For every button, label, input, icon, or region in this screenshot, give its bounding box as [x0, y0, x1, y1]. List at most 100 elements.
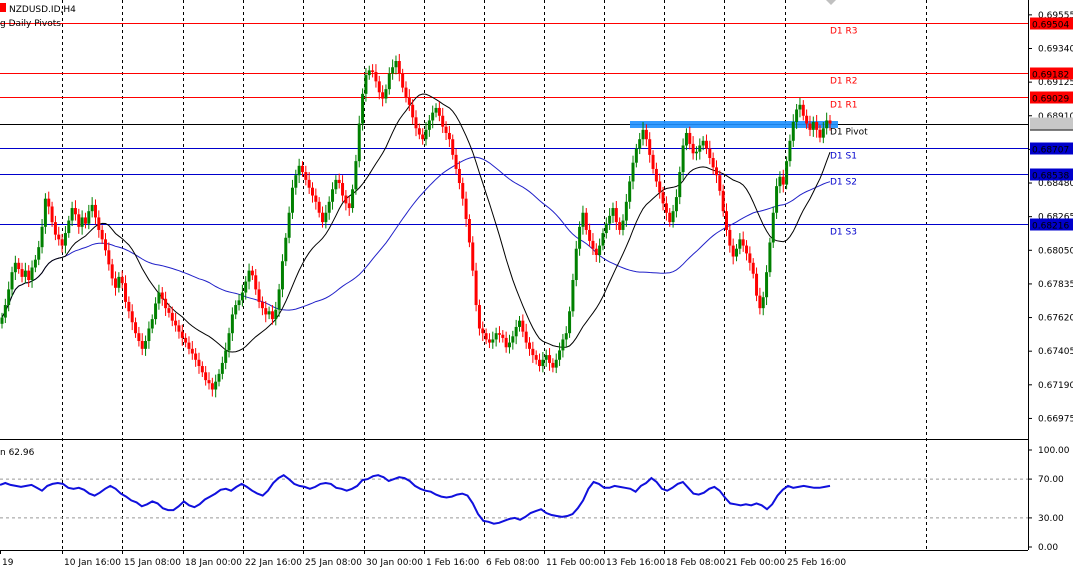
candle-body	[634, 148, 638, 163]
candle-body	[284, 237, 288, 262]
candle-body	[538, 359, 542, 367]
candle-body	[467, 219, 471, 243]
candle-body	[104, 239, 107, 251]
candle-body	[110, 264, 114, 279]
candle-body	[424, 129, 428, 140]
candle-body	[341, 183, 345, 196]
candle-body	[518, 320, 521, 327]
chart-shift-marker[interactable]	[826, 0, 836, 5]
candle-body	[227, 333, 231, 351]
slow-moving-average	[1, 156, 831, 318]
candle-body	[447, 132, 451, 140]
price-tags: 0.695040.691820.690290.688600.687070.685…	[1030, 17, 1073, 232]
candle-body	[260, 301, 264, 309]
candle-body	[10, 272, 14, 290]
candle-body	[40, 226, 44, 248]
candle-body	[514, 326, 518, 337]
candle-body	[391, 67, 395, 74]
candle-body	[487, 339, 491, 343]
last-price-tag	[1030, 117, 1073, 130]
candle-body	[491, 339, 495, 343]
candle-body	[554, 359, 558, 368]
candle-body	[785, 161, 789, 185]
candle-body	[397, 61, 401, 74]
candle-body	[127, 301, 131, 312]
candle-body	[220, 362, 224, 374]
candle-body	[781, 176, 785, 185]
candle-body	[431, 112, 435, 121]
candle-body	[661, 192, 665, 204]
candle-body	[184, 337, 188, 343]
candle-body	[698, 145, 702, 152]
candle-body	[87, 211, 91, 224]
candle-body	[548, 355, 552, 363]
candle-body	[761, 297, 765, 309]
rsi-label: n 62.96	[0, 448, 35, 458]
candle-body	[681, 145, 685, 173]
candle-body	[234, 305, 238, 315]
candle-body	[437, 107, 441, 116]
candle-body	[147, 328, 151, 342]
x-tick-label: 6 Feb 08:00	[486, 558, 540, 568]
candle-body	[507, 342, 511, 348]
candle-body	[621, 220, 625, 230]
candlestick-series	[0, 53, 832, 398]
candle-body	[828, 120, 832, 124]
candle-body	[217, 373, 221, 382]
candle-body	[551, 362, 555, 368]
price-tag	[1030, 17, 1073, 30]
candle-body	[364, 75, 368, 94]
candle-body	[204, 372, 208, 381]
candle-body	[678, 172, 682, 198]
candle-body	[264, 308, 268, 315]
candle-body	[177, 325, 181, 332]
candle-body	[541, 359, 545, 367]
candle-body	[568, 311, 572, 334]
candle-body	[33, 259, 37, 268]
candle-body	[775, 186, 779, 213]
candle-body	[564, 333, 568, 340]
moving-averages	[1, 93, 831, 353]
candle-body	[224, 350, 228, 363]
x-tick-label: 25 Feb 16:00	[787, 558, 846, 568]
candle-body	[190, 348, 194, 354]
candle-body	[648, 139, 652, 155]
candle-body	[247, 270, 251, 282]
candle-body	[337, 179, 341, 184]
price-tag-label: 0.68216	[1032, 222, 1069, 232]
y-tick-label: 0.69555	[1038, 11, 1073, 21]
candle-body	[67, 220, 71, 234]
candle-body	[304, 172, 308, 180]
candle-body	[200, 366, 204, 373]
candle-body	[371, 70, 375, 72]
candle-body	[267, 311, 271, 315]
y-tick-label: 0.67190	[1038, 381, 1073, 391]
candle-body	[765, 272, 769, 298]
pivot-label: D1 Pivot	[830, 128, 868, 138]
y-tick-label: 0.68265	[1038, 213, 1073, 223]
candle-body	[93, 204, 97, 218]
candle-body	[434, 107, 438, 113]
candle-body	[160, 292, 164, 299]
pivot-label: D1 R3	[830, 27, 858, 37]
candle-body	[374, 71, 378, 82]
candle-body	[254, 275, 258, 290]
candle-body	[354, 161, 358, 190]
candle-body	[771, 212, 775, 243]
x-tick-label: 15 Jan 08:00	[124, 558, 181, 568]
candle-body	[321, 212, 325, 223]
candle-body	[701, 140, 705, 146]
x-tick-label: 30 Jan 00:00	[366, 558, 423, 568]
vertical-grid	[0, 0, 1029, 551]
time-axis: 19 10 Jan 16:00 15 Jan 08:00 18 Jan 00:00 22…	[0, 550, 846, 568]
rsi-y-tick-label: 30.00	[1038, 514, 1064, 524]
candle-body	[611, 208, 615, 216]
x-tick-label: 22 Jan 16:00	[245, 558, 302, 568]
candle-body	[421, 134, 425, 140]
candle-body	[474, 270, 478, 306]
candle-body	[598, 245, 602, 255]
candle-body	[788, 140, 792, 162]
candle-body	[170, 312, 174, 321]
